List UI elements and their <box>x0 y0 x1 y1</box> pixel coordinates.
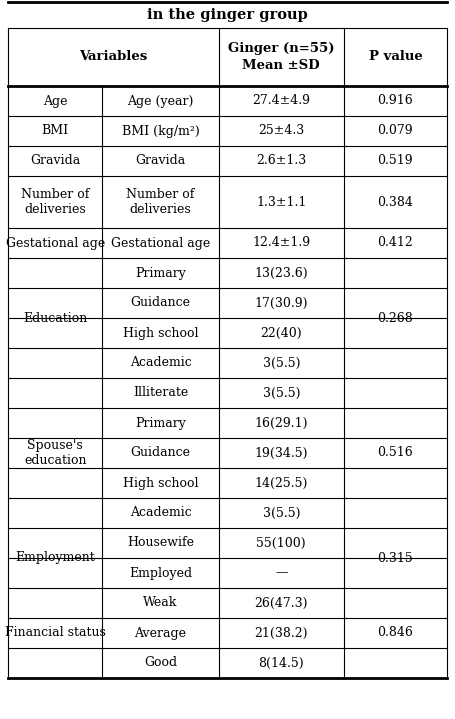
Text: 16(29.1): 16(29.1) <box>254 416 308 429</box>
Text: Financial status: Financial status <box>5 626 106 639</box>
Text: in the ginger group: in the ginger group <box>147 8 308 22</box>
Text: Average: Average <box>135 626 187 639</box>
Text: 0.519: 0.519 <box>378 155 413 168</box>
Text: Academic: Academic <box>130 506 192 520</box>
Text: 19(34.5): 19(34.5) <box>254 446 308 459</box>
Text: BMI (kg/m²): BMI (kg/m²) <box>121 124 199 137</box>
Text: 14(25.5): 14(25.5) <box>255 477 308 490</box>
Text: 0.268: 0.268 <box>378 311 413 324</box>
Text: 12.4±1.9: 12.4±1.9 <box>252 237 310 249</box>
Text: 0.916: 0.916 <box>378 94 413 108</box>
Text: —: — <box>275 567 288 580</box>
Text: Education: Education <box>23 311 87 324</box>
Text: Good: Good <box>144 656 177 669</box>
Text: BMI: BMI <box>41 124 69 137</box>
Text: 0.412: 0.412 <box>378 237 413 249</box>
Text: Guidance: Guidance <box>131 446 191 459</box>
Text: Variables: Variables <box>79 50 147 63</box>
Text: Primary: Primary <box>135 416 186 429</box>
Text: Guidance: Guidance <box>131 296 191 309</box>
Text: 3(5.5): 3(5.5) <box>263 506 300 520</box>
Text: Age (year): Age (year) <box>127 94 194 108</box>
Text: 0.079: 0.079 <box>378 124 413 137</box>
Text: Gravida: Gravida <box>136 155 186 168</box>
Text: Academic: Academic <box>130 357 192 370</box>
Text: P value: P value <box>369 50 422 63</box>
Text: 0.315: 0.315 <box>378 551 413 564</box>
Text: High school: High school <box>123 477 198 490</box>
Text: Housewife: Housewife <box>127 536 194 549</box>
Text: 13(23.6): 13(23.6) <box>254 267 308 280</box>
Text: 3(5.5): 3(5.5) <box>263 387 300 400</box>
Text: 0.384: 0.384 <box>378 196 413 209</box>
Text: Ginger (n=55)
Mean ±SD: Ginger (n=55) Mean ±SD <box>228 42 334 72</box>
Text: Employment: Employment <box>15 551 95 564</box>
Text: 1.3±1.1: 1.3±1.1 <box>256 196 307 209</box>
Text: 22(40): 22(40) <box>260 326 302 339</box>
Text: Weak: Weak <box>143 597 178 610</box>
Text: Primary: Primary <box>135 267 186 280</box>
Text: 21(38.2): 21(38.2) <box>254 626 308 639</box>
Text: Gestational age: Gestational age <box>5 237 105 249</box>
Text: Employed: Employed <box>129 567 192 580</box>
Text: 0.516: 0.516 <box>378 446 413 459</box>
Text: Gravida: Gravida <box>30 155 81 168</box>
Text: 8(14.5): 8(14.5) <box>258 656 304 669</box>
Text: Gestational age: Gestational age <box>111 237 210 249</box>
Text: 0.846: 0.846 <box>378 626 413 639</box>
Text: Number of
deliveries: Number of deliveries <box>126 188 195 216</box>
Text: Spouse's
education: Spouse's education <box>24 439 86 467</box>
Text: 26(47.3): 26(47.3) <box>254 597 308 610</box>
Text: Age: Age <box>43 94 67 108</box>
Text: 17(30.9): 17(30.9) <box>254 296 308 309</box>
Text: 55(100): 55(100) <box>257 536 306 549</box>
Text: 2.6±1.3: 2.6±1.3 <box>256 155 306 168</box>
Text: Number of
deliveries: Number of deliveries <box>21 188 89 216</box>
Text: Illiterate: Illiterate <box>133 387 188 400</box>
Text: 27.4±4.9: 27.4±4.9 <box>252 94 310 108</box>
Text: High school: High school <box>123 326 198 339</box>
Text: 3(5.5): 3(5.5) <box>263 357 300 370</box>
Text: 25±4.3: 25±4.3 <box>258 124 304 137</box>
